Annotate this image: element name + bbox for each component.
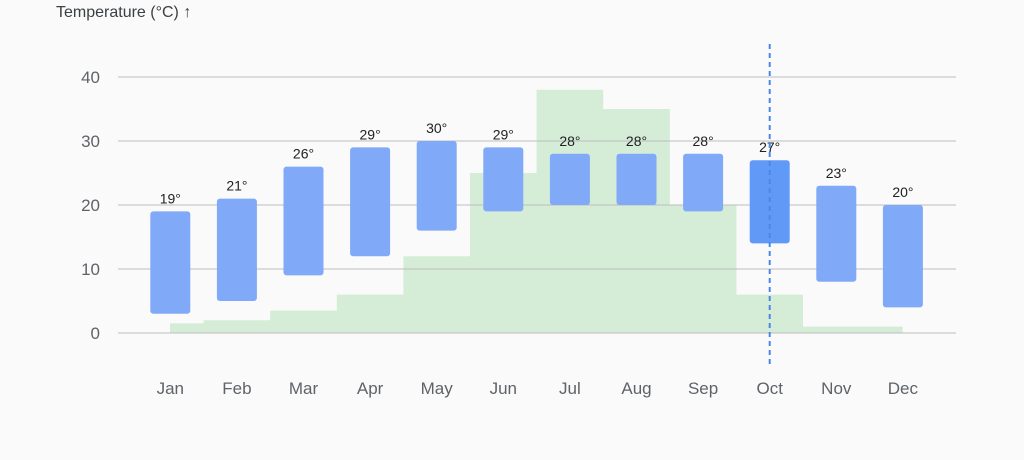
- range-bar-feb: [216, 198, 257, 301]
- range-bar-may: [416, 141, 457, 231]
- bar-value-label-sep: 28°: [693, 133, 714, 149]
- bar-value-label-nov: 23°: [826, 165, 847, 181]
- x-tick-label-aug: Aug: [621, 379, 651, 398]
- range-bar-dec: [882, 205, 923, 308]
- bar-value-label-jun: 29°: [493, 126, 514, 142]
- x-tick-label-sep: Sep: [688, 379, 718, 398]
- range-bar-mar: [283, 166, 324, 276]
- bar-value-label-jan: 19°: [160, 190, 181, 206]
- x-tick-label-may: May: [421, 379, 454, 398]
- range-bar-jun: [483, 147, 524, 212]
- bar-value-label-feb: 21°: [226, 178, 247, 194]
- y-tick-label-10: 10: [81, 260, 100, 279]
- range-bar-jul: [549, 153, 590, 205]
- y-tick-label-30: 30: [81, 132, 100, 151]
- x-tick-label-mar: Mar: [289, 379, 319, 398]
- x-tick-label-jan: Jan: [157, 379, 184, 398]
- green-step-area: [170, 89, 903, 333]
- bar-value-label-apr: 29°: [360, 126, 381, 142]
- bar-value-label-may: 30°: [426, 120, 447, 136]
- y-tick-label-40: 40: [81, 68, 100, 87]
- bar-value-label-dec: 20°: [892, 184, 913, 200]
- range-bar-sep: [683, 153, 724, 212]
- x-tick-label-jul: Jul: [559, 379, 581, 398]
- range-bar-jan: [150, 211, 191, 314]
- range-bar-nov: [816, 185, 857, 282]
- range-bar-apr: [350, 147, 391, 257]
- y-tick-label-20: 20: [81, 196, 100, 215]
- y-axis-title: Temperature (°C) ↑: [56, 4, 192, 21]
- x-tick-label-apr: Apr: [357, 379, 384, 398]
- bar-value-label-aug: 28°: [626, 133, 647, 149]
- bar-value-label-mar: 26°: [293, 146, 314, 162]
- range-bar-aug: [616, 153, 657, 205]
- x-tick-label-dec: Dec: [888, 379, 919, 398]
- x-tick-label-jun: Jun: [490, 379, 517, 398]
- y-tick-label-0: 0: [91, 324, 100, 343]
- bar-value-label-jul: 28°: [559, 133, 580, 149]
- x-tick-label-oct: Oct: [756, 379, 783, 398]
- x-tick-label-nov: Nov: [821, 379, 852, 398]
- x-tick-label-feb: Feb: [222, 379, 251, 398]
